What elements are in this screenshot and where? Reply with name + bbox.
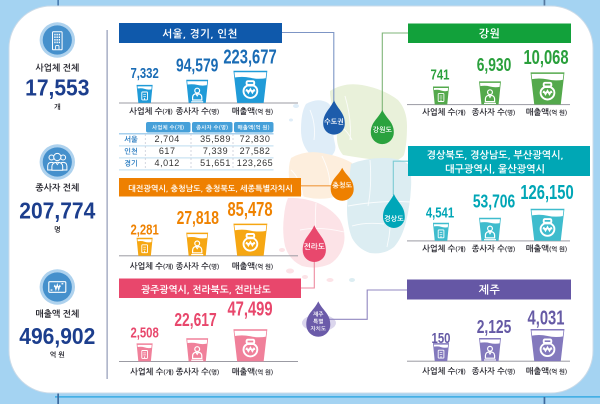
svg-text:2,281: 2,281	[130, 221, 158, 238]
svg-text:94,579: 94,579	[176, 54, 218, 75]
svg-text:85,478: 85,478	[227, 198, 272, 221]
svg-text:47,499: 47,499	[227, 298, 272, 321]
svg-text:27,818: 27,818	[177, 207, 219, 228]
svg-text:496,902: 496,902	[19, 323, 95, 349]
svg-text:6,930: 6,930	[477, 54, 512, 75]
svg-text:4,541: 4,541	[426, 205, 454, 222]
svg-text:51,651: 51,651	[200, 158, 231, 168]
svg-text:22,617: 22,617	[174, 309, 216, 330]
svg-text:7,339: 7,339	[203, 146, 228, 156]
svg-text:223,677: 223,677	[223, 46, 276, 69]
svg-text:10,068: 10,068	[523, 46, 568, 69]
svg-text:150: 150	[432, 330, 451, 347]
svg-text:4,031: 4,031	[528, 306, 565, 329]
svg-text:4,012: 4,012	[155, 158, 180, 168]
svg-text:27,582: 27,582	[240, 146, 271, 156]
svg-text:2,125: 2,125	[477, 316, 512, 337]
svg-text:2,508: 2,508	[130, 325, 158, 342]
svg-text:7,332: 7,332	[130, 65, 158, 82]
svg-text:17,553: 17,553	[25, 75, 89, 101]
svg-text:2,704: 2,704	[155, 134, 180, 144]
svg-text:123,265: 123,265	[237, 158, 273, 168]
svg-text:741: 741	[431, 67, 450, 84]
svg-text:35,589: 35,589	[200, 134, 231, 144]
svg-text:53,706: 53,706	[473, 190, 515, 211]
svg-text:207,774: 207,774	[19, 198, 95, 224]
svg-text:72,830: 72,830	[240, 134, 271, 144]
svg-text:617: 617	[159, 146, 176, 156]
svg-text:126,150: 126,150	[520, 181, 573, 204]
